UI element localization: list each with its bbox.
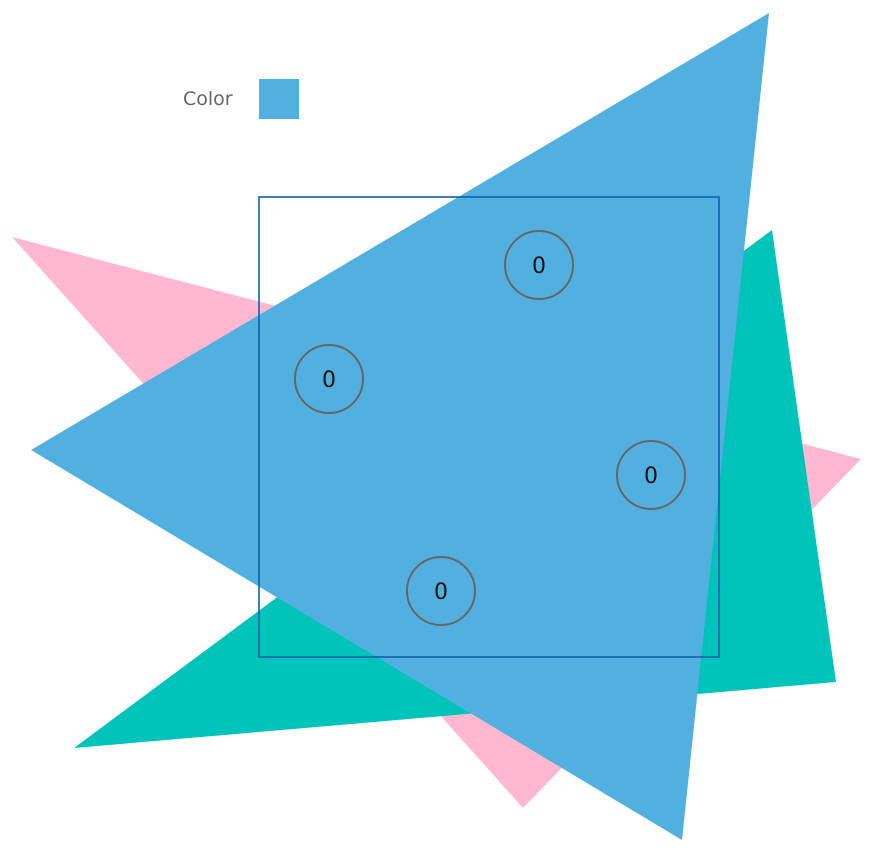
counter-top[interactable]: 0 xyxy=(504,230,574,300)
counter-top-value: 0 xyxy=(532,254,546,279)
counter-right-value: 0 xyxy=(644,464,658,489)
legend-color-swatch[interactable] xyxy=(259,79,299,119)
counter-right[interactable]: 0 xyxy=(616,440,686,510)
counter-bottom[interactable]: 0 xyxy=(406,556,476,626)
counter-left-value: 0 xyxy=(322,368,336,393)
counter-bottom-value: 0 xyxy=(434,580,448,605)
counter-left[interactable]: 0 xyxy=(294,344,364,414)
blue-triangle[interactable] xyxy=(31,13,769,840)
selection-box[interactable] xyxy=(258,196,720,658)
legend-label: Color xyxy=(183,88,233,110)
